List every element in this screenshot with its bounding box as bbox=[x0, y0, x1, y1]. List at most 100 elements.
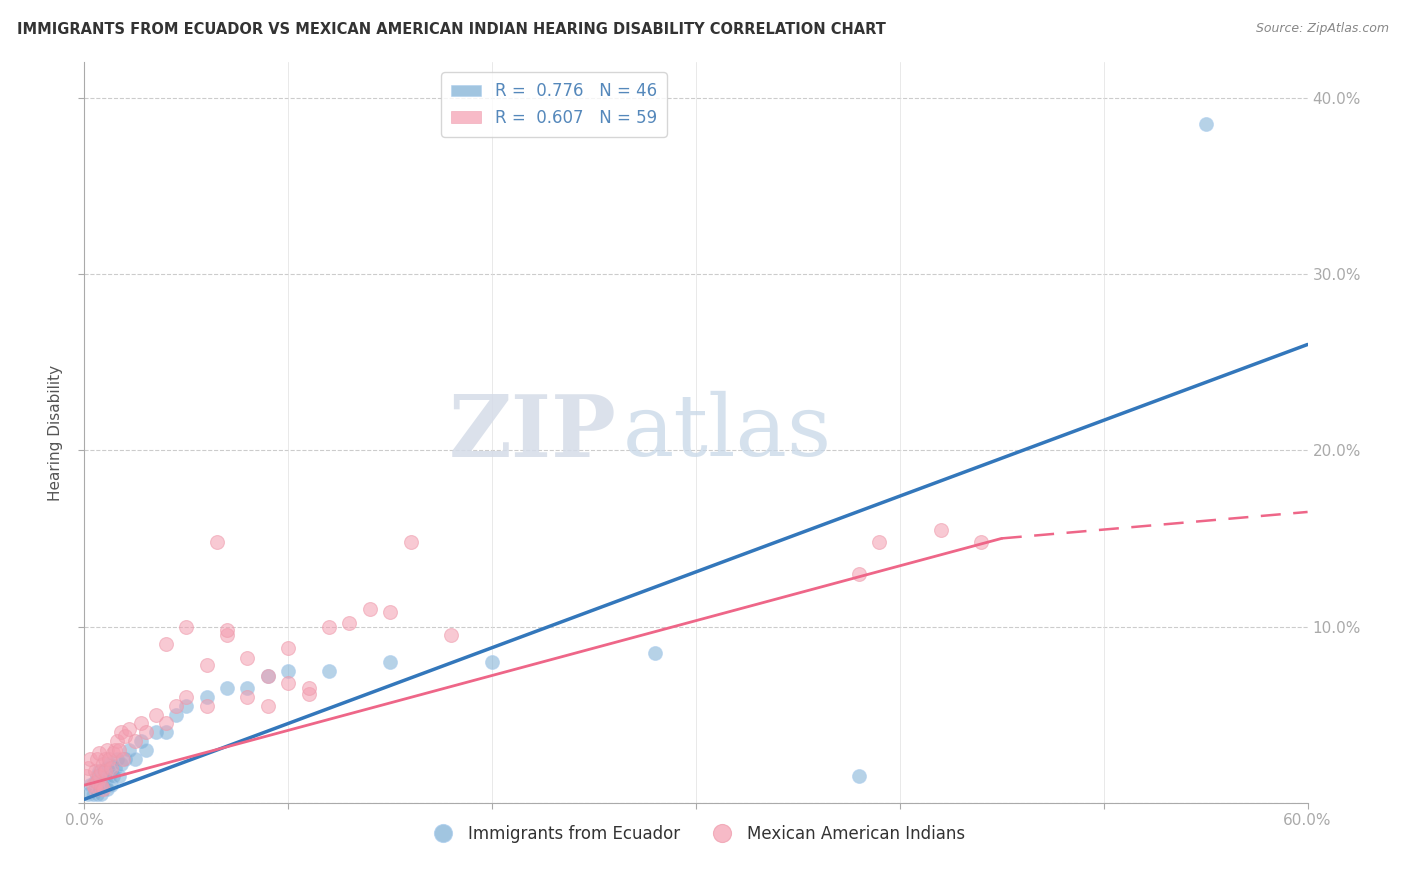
Point bbox=[339, 615, 361, 630]
Point bbox=[96, 760, 118, 774]
Point bbox=[87, 747, 110, 761]
Point bbox=[90, 778, 112, 792]
Point bbox=[97, 752, 120, 766]
Point bbox=[83, 774, 105, 789]
Point bbox=[380, 655, 402, 669]
Point bbox=[82, 787, 104, 801]
Y-axis label: Hearing Disability: Hearing Disability bbox=[48, 365, 63, 500]
Point bbox=[108, 743, 131, 757]
Point bbox=[848, 566, 870, 581]
Point bbox=[114, 752, 136, 766]
Point bbox=[399, 535, 422, 549]
Point bbox=[110, 757, 132, 772]
Point bbox=[86, 752, 108, 766]
Text: ZIP: ZIP bbox=[449, 391, 616, 475]
Point bbox=[82, 778, 104, 792]
Point bbox=[1195, 117, 1218, 131]
Point bbox=[298, 681, 321, 696]
Point bbox=[97, 757, 120, 772]
Point bbox=[91, 764, 114, 778]
Point bbox=[96, 743, 118, 757]
Point bbox=[298, 686, 321, 700]
Point bbox=[277, 640, 299, 655]
Point bbox=[79, 778, 101, 792]
Point bbox=[174, 690, 197, 704]
Point bbox=[90, 787, 112, 801]
Point bbox=[93, 778, 115, 792]
Point bbox=[174, 619, 197, 633]
Point bbox=[91, 774, 114, 789]
Point bbox=[87, 781, 110, 796]
Point bbox=[318, 619, 340, 633]
Point bbox=[104, 743, 127, 757]
Point bbox=[869, 535, 891, 549]
Legend: Immigrants from Ecuador, Mexican American Indians: Immigrants from Ecuador, Mexican America… bbox=[420, 819, 972, 850]
Point bbox=[145, 707, 167, 722]
Point bbox=[135, 743, 157, 757]
Point bbox=[195, 690, 218, 704]
Point bbox=[380, 606, 402, 620]
Point bbox=[90, 764, 112, 778]
Point bbox=[101, 747, 124, 761]
Point bbox=[91, 781, 114, 796]
Point bbox=[118, 743, 141, 757]
Point bbox=[101, 769, 124, 783]
Point bbox=[77, 760, 100, 774]
Point bbox=[195, 658, 218, 673]
Point bbox=[440, 628, 463, 642]
Point bbox=[970, 535, 993, 549]
Point bbox=[87, 764, 110, 778]
Point bbox=[100, 778, 122, 792]
Point bbox=[124, 734, 146, 748]
Point bbox=[86, 774, 108, 789]
Point bbox=[318, 664, 340, 678]
Point bbox=[205, 535, 228, 549]
Point bbox=[848, 769, 870, 783]
Text: atlas: atlas bbox=[623, 391, 832, 475]
Point bbox=[644, 646, 666, 660]
Point bbox=[93, 752, 115, 766]
Point bbox=[100, 764, 122, 778]
Point bbox=[91, 757, 114, 772]
Point bbox=[257, 669, 280, 683]
Point bbox=[118, 722, 141, 736]
Point bbox=[929, 523, 952, 537]
Point bbox=[96, 781, 118, 796]
Point bbox=[217, 681, 239, 696]
Point bbox=[110, 725, 132, 739]
Point bbox=[104, 760, 127, 774]
Point bbox=[100, 760, 122, 774]
Point bbox=[97, 769, 120, 783]
Point bbox=[481, 655, 503, 669]
Point bbox=[114, 729, 136, 743]
Point bbox=[75, 769, 97, 783]
Point bbox=[79, 752, 101, 766]
Point bbox=[83, 764, 105, 778]
Point bbox=[83, 781, 105, 796]
Point bbox=[236, 651, 259, 665]
Point bbox=[277, 664, 299, 678]
Point bbox=[165, 707, 187, 722]
Point bbox=[87, 769, 110, 783]
Point bbox=[131, 716, 153, 731]
Point bbox=[236, 690, 259, 704]
Point bbox=[257, 698, 280, 713]
Point bbox=[155, 716, 177, 731]
Point bbox=[105, 734, 128, 748]
Point bbox=[277, 676, 299, 690]
Point bbox=[165, 698, 187, 713]
Point bbox=[86, 787, 108, 801]
Point bbox=[155, 725, 177, 739]
Point bbox=[86, 769, 108, 783]
Point bbox=[217, 623, 239, 637]
Point bbox=[217, 628, 239, 642]
Point bbox=[90, 778, 112, 792]
Point bbox=[236, 681, 259, 696]
Point bbox=[257, 669, 280, 683]
Point bbox=[93, 769, 115, 783]
Point bbox=[105, 752, 128, 766]
Text: IMMIGRANTS FROM ECUADOR VS MEXICAN AMERICAN INDIAN HEARING DISABILITY CORRELATIO: IMMIGRANTS FROM ECUADOR VS MEXICAN AMERI… bbox=[17, 22, 886, 37]
Text: Source: ZipAtlas.com: Source: ZipAtlas.com bbox=[1256, 22, 1389, 36]
Point bbox=[155, 637, 177, 651]
Point bbox=[108, 769, 131, 783]
